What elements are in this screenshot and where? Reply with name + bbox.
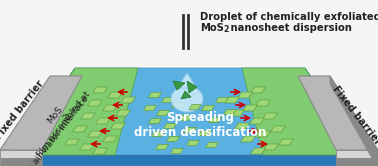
- Polygon shape: [263, 144, 279, 150]
- Polygon shape: [121, 97, 135, 103]
- Polygon shape: [242, 68, 363, 155]
- Polygon shape: [229, 110, 245, 116]
- Polygon shape: [305, 68, 363, 165]
- Polygon shape: [215, 97, 228, 102]
- Polygon shape: [181, 91, 191, 99]
- Polygon shape: [81, 113, 96, 119]
- Polygon shape: [256, 131, 271, 137]
- Polygon shape: [279, 139, 293, 145]
- Polygon shape: [93, 148, 107, 154]
- Polygon shape: [177, 73, 197, 88]
- Polygon shape: [79, 144, 94, 150]
- Polygon shape: [271, 126, 285, 132]
- Polygon shape: [262, 113, 277, 119]
- Polygon shape: [166, 136, 180, 141]
- Polygon shape: [234, 123, 249, 129]
- Polygon shape: [65, 139, 79, 145]
- Polygon shape: [144, 106, 156, 111]
- Polygon shape: [0, 158, 42, 166]
- Polygon shape: [243, 105, 257, 111]
- Polygon shape: [107, 92, 122, 98]
- Polygon shape: [15, 68, 363, 155]
- Polygon shape: [178, 116, 192, 121]
- Polygon shape: [209, 118, 222, 123]
- Polygon shape: [249, 118, 265, 124]
- Polygon shape: [336, 150, 378, 158]
- Polygon shape: [156, 111, 169, 116]
- Polygon shape: [161, 97, 175, 102]
- Polygon shape: [225, 97, 240, 103]
- Polygon shape: [15, 155, 363, 165]
- Text: MoS: MoS: [46, 105, 64, 125]
- Polygon shape: [240, 136, 256, 142]
- Text: nanosheet dispersion: nanosheet dispersion: [227, 23, 352, 33]
- Polygon shape: [93, 87, 107, 93]
- Polygon shape: [102, 136, 118, 142]
- Polygon shape: [172, 102, 184, 108]
- Polygon shape: [155, 144, 169, 150]
- Polygon shape: [87, 100, 102, 106]
- Polygon shape: [183, 127, 197, 132]
- Text: MoS: MoS: [200, 23, 224, 33]
- Text: 2: 2: [62, 113, 72, 123]
- Text: film assembled at: film assembled at: [34, 89, 92, 161]
- Polygon shape: [152, 131, 164, 136]
- Polygon shape: [187, 81, 197, 93]
- Polygon shape: [73, 126, 87, 132]
- Polygon shape: [201, 106, 214, 111]
- Polygon shape: [170, 149, 183, 154]
- Polygon shape: [102, 105, 118, 111]
- Text: the air-water interface: the air-water interface: [20, 94, 90, 166]
- Polygon shape: [298, 76, 378, 150]
- Polygon shape: [15, 68, 138, 155]
- Polygon shape: [149, 119, 161, 124]
- Polygon shape: [251, 148, 265, 154]
- Polygon shape: [149, 92, 161, 97]
- Polygon shape: [96, 118, 110, 124]
- Text: Droplet of chemically exfoliated: Droplet of chemically exfoliated: [200, 12, 378, 22]
- Polygon shape: [198, 130, 212, 135]
- Polygon shape: [110, 123, 125, 129]
- Polygon shape: [336, 158, 378, 166]
- Polygon shape: [256, 100, 271, 106]
- Polygon shape: [0, 76, 82, 150]
- Polygon shape: [0, 150, 42, 158]
- Polygon shape: [164, 124, 177, 128]
- Polygon shape: [116, 110, 130, 116]
- Text: Spreading
driven densification: Spreading driven densification: [134, 111, 266, 139]
- Text: Fixed barrier: Fixed barrier: [330, 84, 378, 146]
- Polygon shape: [237, 92, 253, 98]
- Polygon shape: [87, 131, 102, 137]
- Polygon shape: [223, 110, 237, 115]
- Polygon shape: [186, 140, 200, 146]
- Polygon shape: [15, 68, 75, 165]
- Text: Fixed barrier: Fixed barrier: [0, 79, 46, 141]
- Polygon shape: [206, 142, 218, 148]
- Polygon shape: [251, 87, 265, 93]
- Polygon shape: [330, 76, 378, 166]
- Text: 2: 2: [223, 25, 228, 34]
- Polygon shape: [171, 86, 203, 112]
- Polygon shape: [189, 105, 201, 110]
- Polygon shape: [173, 81, 185, 90]
